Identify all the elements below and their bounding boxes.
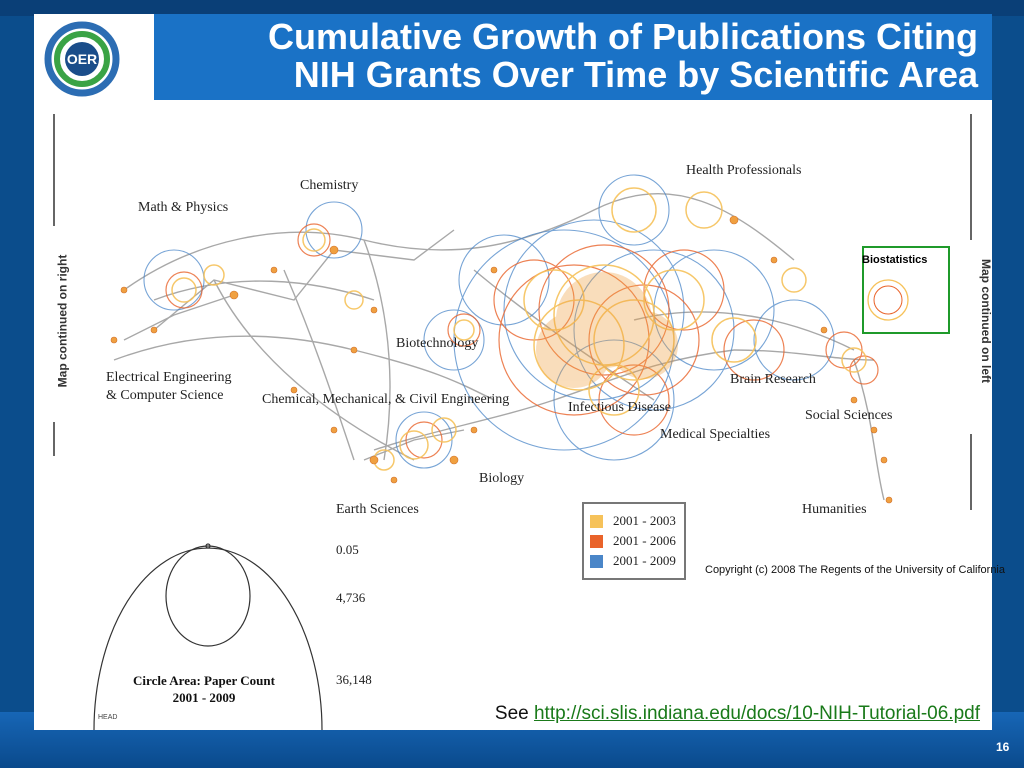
biostatistics-highlight-box (862, 246, 950, 334)
label-health-professionals: Health Professionals (686, 163, 802, 178)
legend-swatch-orange (590, 534, 603, 548)
legend-item: 2001 - 2003 (590, 512, 676, 530)
label-biostatistics: Biostatistics (862, 254, 928, 266)
legend-item: 2001 - 2009 (590, 552, 676, 570)
caption-line-2: 2001 - 2009 (172, 690, 236, 705)
oer-logo: OER (34, 14, 154, 100)
label-humanities: Humanities (802, 502, 867, 517)
label-brain-research: Brain Research (730, 372, 816, 387)
biostatistics-circles (867, 279, 909, 321)
tutorial-link[interactable]: http://sci.slis.indiana.edu/docs/10-NIH-… (533, 703, 980, 724)
legend-label: 2001 - 2006 (613, 533, 676, 548)
label-biology: Biology (479, 471, 525, 486)
slide-header: OER Cumulative Growth of Publications Ci… (34, 14, 992, 100)
legend-swatch-yellow (590, 514, 603, 528)
legend-label: 2001 - 2009 (613, 553, 676, 568)
scale-value-large: 36,148 (336, 672, 372, 687)
label-eecs-line-1: Electrical Engineering (106, 370, 232, 385)
side-label-right: Map continued on left (979, 259, 993, 383)
logo-text: OER (67, 51, 97, 67)
small-nodes (110, 215, 893, 504)
science-map-graphic (53, 114, 972, 730)
title-line-1: Cumulative Growth of Publications Citing (267, 16, 978, 57)
label-chem-mech-civil: Chemical, Mechanical, & Civil Engineerin… (262, 392, 510, 407)
page-number: 16 (996, 740, 1010, 754)
yellow-circles (171, 187, 867, 471)
legend-label: 2001 - 2003 (613, 513, 676, 528)
label-biotechnology: Biotechnology (396, 336, 479, 351)
label-eecs-line-2: & Computer Science (106, 388, 224, 403)
legend-swatch-blue (590, 554, 603, 568)
core-density (536, 272, 678, 388)
scale-value-small: 0.05 (336, 542, 359, 557)
side-label-left: Map continued on right (55, 254, 70, 388)
label-math-physics: Math & Physics (138, 200, 229, 215)
label-earth-sciences: Earth Sciences (336, 502, 419, 517)
label-social-sciences: Social Sciences (805, 408, 893, 423)
copyright-text: Copyright (c) 2008 The Regents of the Un… (705, 564, 1005, 576)
slide: OER Cumulative Growth of Publications Ci… (34, 14, 1005, 730)
scale-circles (93, 543, 323, 730)
label-infectious-disease: Infectious Disease (568, 400, 672, 415)
top-frame (0, 0, 1024, 16)
small-mark-text: HEAD (98, 714, 118, 721)
page-title: Cumulative Growth of Publications Citing… (198, 18, 978, 94)
scale-value-medium: 4,736 (336, 590, 366, 605)
title-line-2: NIH Grants Over Time by Scientific Area (293, 54, 978, 95)
legend-item: 2001 - 2006 (590, 532, 676, 550)
oer-logo-icon: OER (44, 21, 120, 97)
label-medical-specialties: Medical Specialties (660, 427, 771, 442)
reference-line: See http://sci.slis.indiana.edu/docs/10-… (495, 703, 980, 725)
caption-line-1: Circle Area: Paper Count (133, 673, 275, 688)
science-map: Map continued on right Map continued on … (34, 100, 1005, 730)
label-chemistry: Chemistry (300, 178, 359, 193)
see-prefix: See (494, 703, 534, 724)
circle-area-caption: Circle Area: Paper Count 2001 - 2009 (122, 672, 286, 706)
map-legend: 2001 - 2003 2001 - 2006 2001 - 2009 (582, 502, 686, 580)
